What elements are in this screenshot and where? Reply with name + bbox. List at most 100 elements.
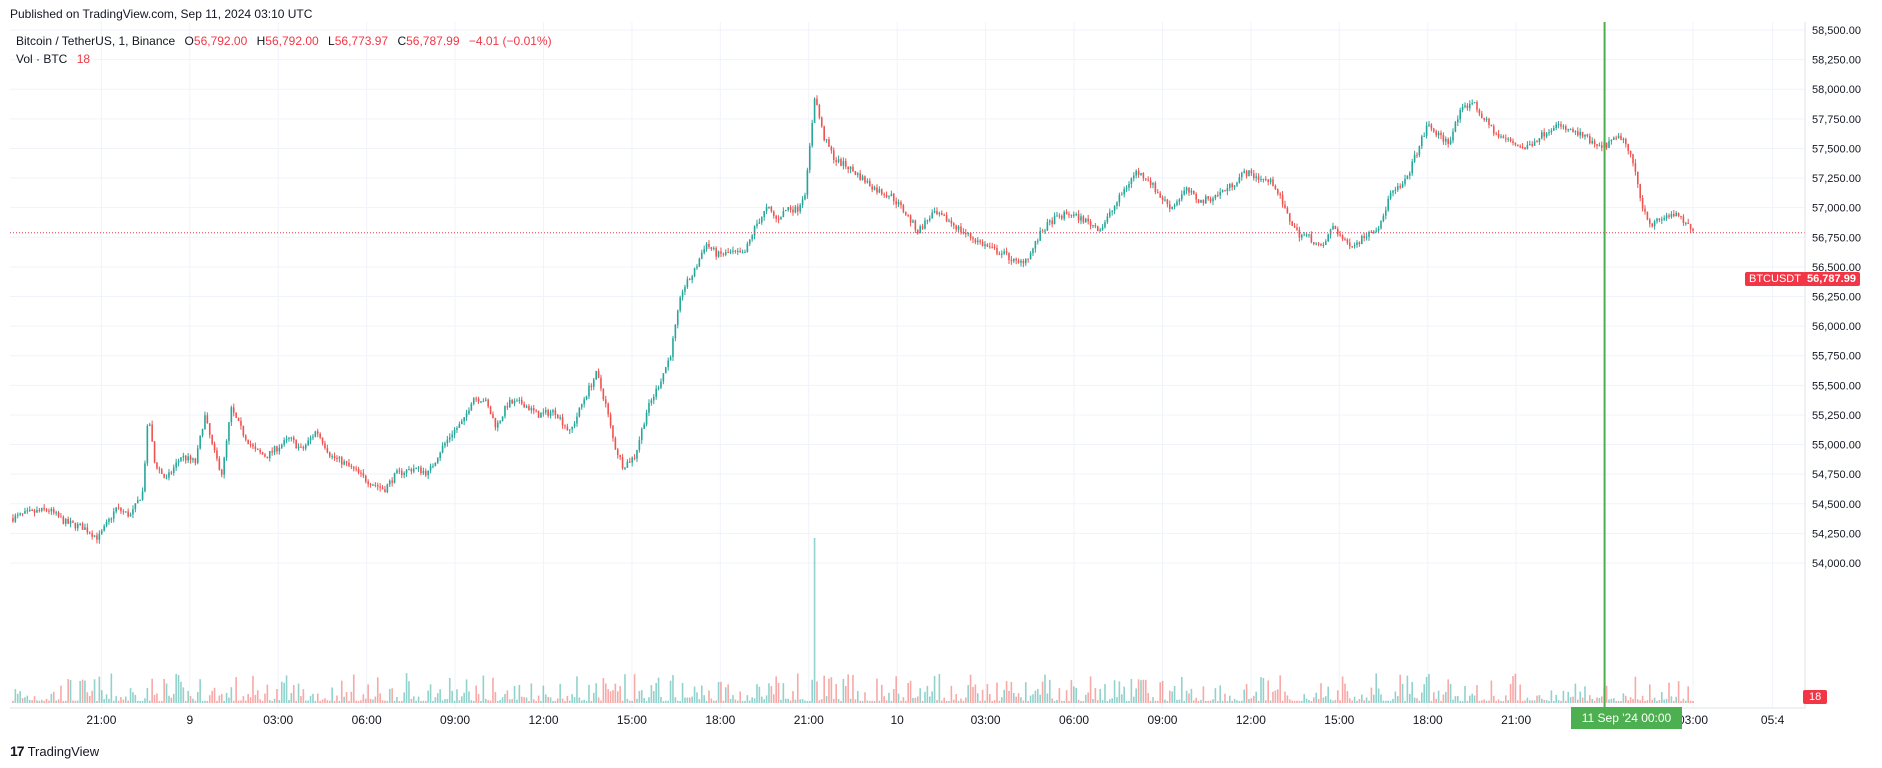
volume-bar	[1627, 700, 1629, 703]
volume-bar	[674, 697, 677, 703]
volume-bar	[955, 694, 957, 703]
volume-bar	[979, 700, 981, 703]
candle-body	[628, 461, 631, 463]
candle-body	[626, 461, 629, 468]
volume-bar	[837, 698, 840, 703]
candle-body	[192, 458, 194, 461]
candle-body	[979, 240, 981, 242]
candle-body	[921, 226, 924, 229]
candle-body	[1171, 206, 1173, 209]
candle-body	[657, 387, 660, 389]
candle-body	[888, 196, 890, 198]
time-axis[interactable]: 21:00 9 03:00 06:00 09:00 12:00 15:00 18:00 21:0…	[86, 713, 1784, 727]
candle-body	[312, 436, 314, 438]
legend-volume-label: Vol · BTC	[16, 52, 68, 66]
volume-bar	[1548, 700, 1550, 703]
volume-bar	[295, 700, 297, 703]
candle-body	[1648, 219, 1651, 224]
candle-body	[163, 473, 165, 478]
candle-body	[1070, 215, 1073, 217]
volume-bar	[1034, 690, 1037, 703]
volume-bar	[139, 701, 141, 703]
volume-bar	[1591, 698, 1593, 703]
volume-bar	[1147, 693, 1149, 703]
volume-bar	[1466, 700, 1469, 703]
volume-bar	[1605, 685, 1608, 703]
candle-body	[1428, 124, 1430, 126]
volume-bar	[230, 687, 233, 703]
candle-body	[1214, 195, 1217, 199]
candle-body	[1226, 187, 1229, 192]
volume-bar	[1096, 700, 1099, 703]
volume-bar	[909, 680, 912, 703]
volume-bar	[1456, 696, 1459, 703]
candle-body	[295, 440, 297, 449]
candle-body	[489, 406, 492, 415]
volume-bar	[1293, 700, 1296, 703]
volume-bar	[1622, 693, 1625, 703]
volume-bar	[1495, 700, 1497, 703]
volume-bar	[957, 700, 960, 703]
price-axis[interactable]: 58,500.00 58,250.00 58,000.00 57,750.00 57,5…	[1812, 25, 1861, 570]
candle-body	[448, 437, 451, 440]
volume-bar	[741, 700, 744, 703]
volume-bar	[1072, 686, 1075, 703]
candle-body	[537, 410, 540, 418]
candle-body	[520, 399, 523, 404]
volume-bar	[1555, 694, 1557, 703]
volume-bar	[1125, 700, 1128, 703]
volume-bar	[1209, 700, 1212, 703]
last-volume-tag: 18	[1803, 690, 1828, 704]
volume-bar	[696, 692, 698, 703]
volume-bar	[1020, 697, 1022, 703]
volume-bar	[756, 684, 758, 703]
candle-body	[1120, 194, 1123, 196]
candle-body	[895, 201, 897, 205]
candle-body	[506, 406, 509, 408]
candle-body	[1279, 193, 1281, 196]
volume-bar	[847, 674, 849, 703]
candle-body	[1435, 131, 1437, 136]
candle-body	[343, 461, 345, 465]
volume-bar	[628, 700, 631, 703]
volume-bar	[225, 692, 228, 703]
volume-bar	[715, 700, 717, 703]
candle-body	[1125, 187, 1128, 190]
volume-bar	[732, 695, 734, 703]
candle-body	[1641, 197, 1644, 209]
candle-body	[1675, 212, 1677, 217]
time-tick-label: 21:00	[86, 713, 116, 727]
candle-body	[1137, 170, 1140, 175]
legend-low-label: L	[328, 34, 335, 48]
candle-body	[477, 398, 480, 402]
candle-body	[424, 471, 427, 476]
candle-body	[1293, 225, 1296, 228]
candle-body	[1406, 175, 1409, 179]
volume-bar	[564, 700, 566, 703]
volume-bar	[864, 692, 866, 703]
volume-bar	[1269, 700, 1272, 703]
candle-body	[1612, 137, 1615, 140]
candle-body	[1375, 230, 1377, 232]
candle-body	[868, 180, 871, 187]
volume-bar	[792, 691, 794, 703]
candle-body	[1413, 154, 1416, 162]
candle-body	[1483, 118, 1485, 120]
volume-bar	[108, 698, 110, 703]
volume-bar	[235, 677, 237, 703]
volume-bar	[1550, 690, 1553, 703]
tradingview-logo[interactable]: 17 TradingView	[10, 743, 99, 759]
price-tick-label: 54,500.00	[1812, 499, 1861, 511]
volume-bar	[19, 691, 21, 703]
candle-body	[475, 398, 477, 400]
volume-bar	[256, 690, 259, 703]
time-tick-label: 10	[891, 713, 905, 727]
candle-body	[631, 457, 633, 463]
volume-bar	[1276, 689, 1279, 703]
candle-body	[117, 507, 120, 509]
time-tick-label: 12:00	[1236, 713, 1266, 727]
candle-body	[336, 458, 338, 460]
volume-bar	[643, 697, 645, 703]
candle-body	[21, 513, 24, 515]
